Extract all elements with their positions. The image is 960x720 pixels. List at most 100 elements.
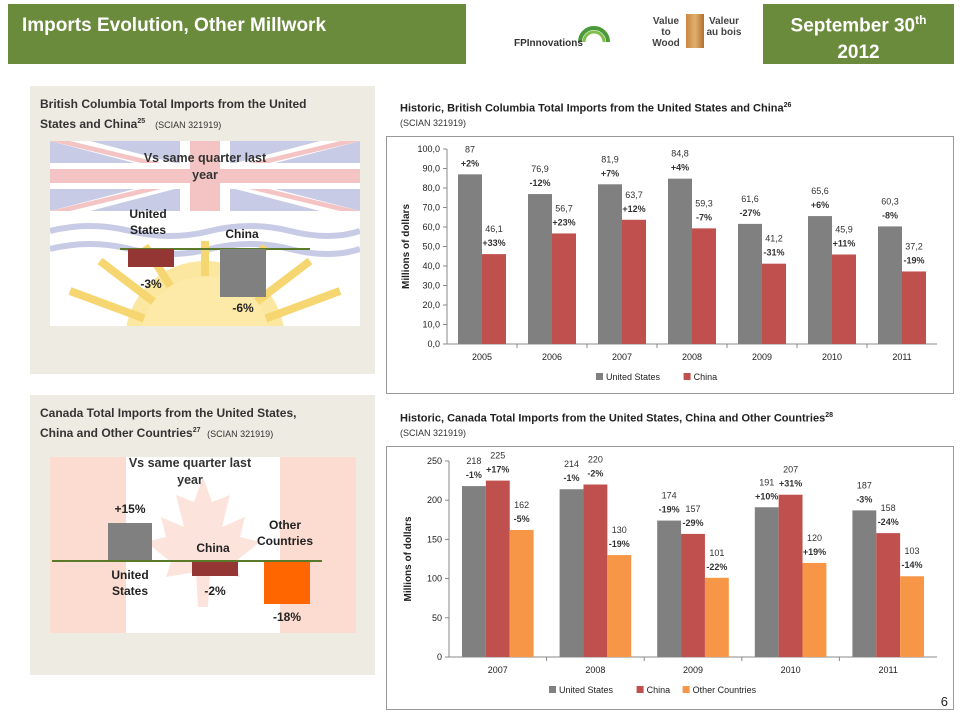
bar-china [902,271,926,344]
x-tick-label: 2010 [822,352,842,362]
change-label: +6% [811,200,829,210]
page-title: Imports Evolution, Other Millwork [22,15,327,36]
bc-panel-title: British Columbia Total Imports from the … [40,97,307,131]
y-tick-label: 100,0 [417,144,440,154]
legend-entry: United States [559,685,614,695]
canada-chart-subtitle: (SCIAN 321919) [400,428,467,438]
change-label: -5% [514,514,530,524]
change-label: -8% [882,210,898,220]
wood-grain-icon [686,14,704,48]
data-label: 103 [905,546,920,556]
x-tick-label: 2010 [781,665,801,675]
bc-china-bar [220,249,266,297]
bar-united-states [528,194,552,344]
change-label: -19% [659,505,680,515]
y-tick-label: 90,0 [422,164,440,174]
bar-china [552,233,576,344]
x-tick-label: 2005 [472,352,492,362]
change-label: -19% [903,255,924,265]
change-label: -29% [682,518,703,528]
change-label: -2% [587,469,603,479]
canada-china-label: China [196,541,230,555]
y-tick-label: 0 [437,652,442,662]
canada-vs-title: Vs same quarter last year [128,456,252,487]
canada-flag [50,457,356,633]
legend-swatch [682,686,690,693]
change-label: -22% [706,562,727,572]
x-tick-label: 2011 [892,352,911,362]
bar-other-countries [802,562,827,657]
legend-entry: China [694,372,718,382]
canada-chart: 0 50 100 150 200 250 Millions of dollars 2007 21… [386,446,954,710]
bar-china [778,494,803,657]
change-label: +17% [486,465,509,475]
bar-united-states [754,507,779,657]
bar-united-states [668,178,692,344]
bc-us-label: United States [129,207,167,237]
legend-swatch [636,686,644,693]
bar-china [762,263,786,344]
logos: FPInnovations Value to Wood Valeur au bo… [510,10,760,60]
change-label: +19% [803,547,826,557]
data-label: 76,9 [531,164,549,174]
y-tick-label: 0,0 [427,339,440,349]
change-label: -27% [739,208,760,218]
y-axis-label: Millions of dollars [401,204,412,289]
data-label: 225 [490,451,505,461]
bc-chart-subtitle: (SCIAN 321919) [400,118,467,128]
bc-flag-graphic [50,141,360,326]
data-label: 174 [662,491,677,501]
change-label: +4% [671,163,689,173]
canada-china-bar [192,562,238,576]
x-tick-label: 2006 [542,352,562,362]
bc-vs-title: Vs same quarter last year [143,151,267,182]
valeur-au-bois-logo: Valeur au bois [706,16,742,38]
change-label: +12% [622,204,645,214]
change-label: +7% [601,168,619,178]
canada-panel: Canada Total Imports from the United Sta… [30,395,375,675]
x-tick-label: 2007 [612,352,632,362]
bar-united-states [808,216,832,344]
x-tick-label: 2009 [752,352,772,362]
data-label: 56,7 [555,203,573,213]
bc-panel: British Columbia Total Imports from the … [30,86,375,374]
bar-china [692,228,716,344]
bar-other-countries [607,555,632,657]
change-label: +31% [779,479,802,489]
date-year: 2012 [837,42,880,64]
legend-entry: China [647,685,671,695]
x-tick-label: 2009 [683,665,703,675]
data-label: 61,6 [741,194,759,204]
change-label: -14% [902,560,923,570]
canada-us-value: +15% [114,502,146,516]
data-label: 220 [588,455,603,465]
change-label: +33% [482,238,505,248]
bar-united-states [878,226,902,344]
data-label: 187 [857,480,872,490]
change-label: -12% [529,178,550,188]
date-line1: September 30 [790,15,916,37]
change-label: +10% [755,491,778,501]
canada-other-bar [264,562,310,604]
bar-china [832,254,856,344]
data-label: 59,3 [695,198,713,208]
y-tick-label: 30,0 [422,281,440,291]
bar-china [485,480,510,657]
bar-other-countries [509,529,534,657]
legend-swatch [683,373,691,380]
data-label: 218 [466,456,481,466]
change-label: +11% [833,238,856,248]
data-label: 41,2 [765,234,783,244]
change-label: -19% [609,539,630,549]
bc-china-value: -6% [232,301,254,315]
bc-chart-title: Historic, British Columbia Total Imports… [400,102,792,115]
bar-china [482,254,506,344]
bar-united-states [852,510,877,657]
change-label: -1% [466,470,482,480]
title-bar: Imports Evolution, Other Millwork [8,4,466,64]
data-label: 162 [514,500,529,510]
x-tick-label: 2011 [879,665,898,675]
bar-other-countries [900,576,924,657]
change-label: -1% [564,473,580,483]
data-label: 214 [564,459,579,469]
